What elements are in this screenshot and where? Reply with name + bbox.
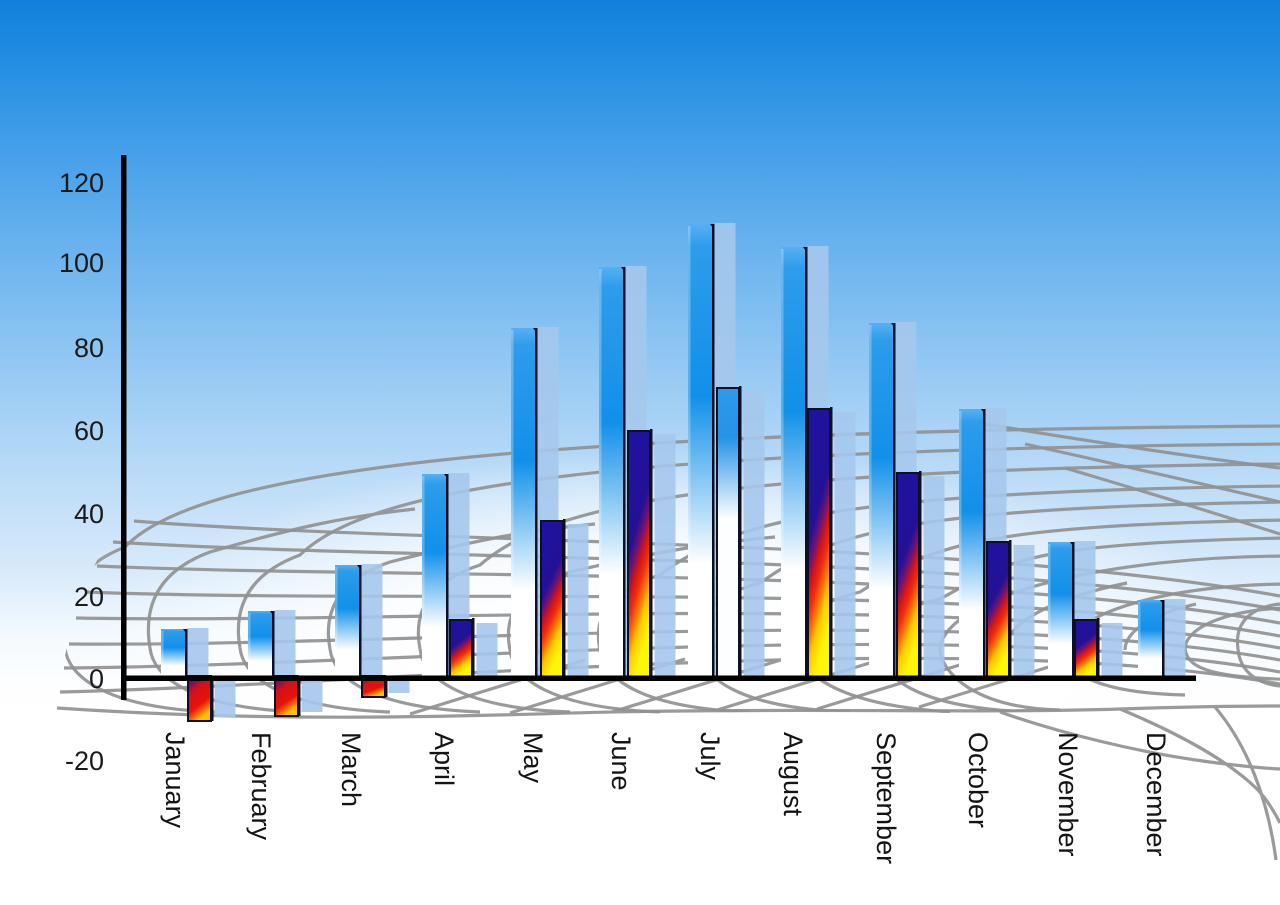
svg-text:March: March — [336, 732, 366, 807]
svg-text:May: May — [518, 732, 548, 784]
svg-text:20: 20 — [74, 582, 104, 612]
svg-text:November: November — [1053, 732, 1083, 857]
svg-text:80: 80 — [74, 333, 104, 363]
svg-text:40: 40 — [74, 499, 104, 529]
svg-text:-20: -20 — [65, 746, 104, 776]
svg-text:October: October — [963, 732, 993, 828]
svg-text:60: 60 — [74, 416, 104, 446]
svg-text:100: 100 — [59, 248, 104, 278]
svg-text:December: December — [1141, 732, 1171, 857]
svg-text:July: July — [695, 732, 725, 781]
svg-text:0: 0 — [89, 664, 104, 694]
svg-text:April: April — [429, 732, 459, 786]
svg-text:120: 120 — [59, 168, 104, 198]
svg-text:February: February — [246, 732, 276, 841]
svg-text:August: August — [778, 732, 808, 817]
svg-text:June: June — [606, 732, 636, 791]
svg-text:January: January — [160, 732, 190, 829]
svg-text:September: September — [871, 732, 901, 864]
